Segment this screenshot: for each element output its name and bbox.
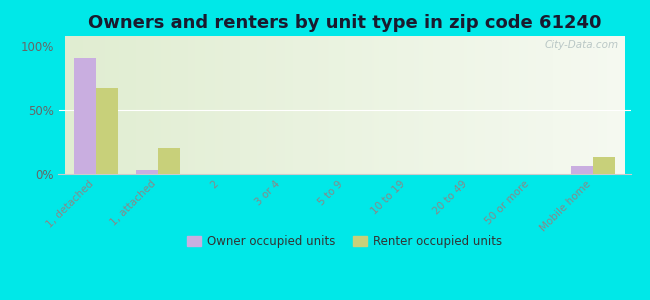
Legend: Owner occupied units, Renter occupied units: Owner occupied units, Renter occupied un… xyxy=(187,235,502,248)
Bar xyxy=(74,58,96,174)
Bar xyxy=(571,166,593,174)
Text: City-Data.com: City-Data.com xyxy=(545,40,619,50)
Bar xyxy=(96,88,118,174)
Bar xyxy=(593,158,615,174)
Bar xyxy=(136,170,158,174)
Bar xyxy=(158,148,180,174)
Title: Owners and renters by unit type in zip code 61240: Owners and renters by unit type in zip c… xyxy=(88,14,601,32)
